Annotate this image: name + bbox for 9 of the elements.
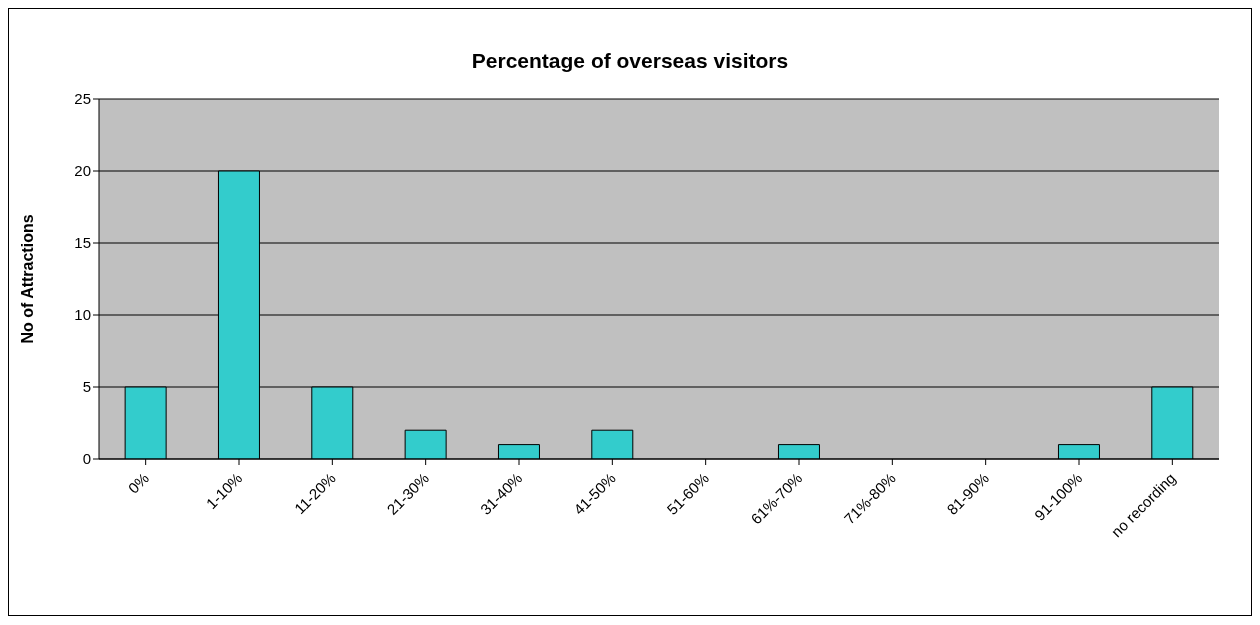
chart-title: Percentage of overseas visitors <box>470 48 790 74</box>
y-axis-title: No of Attractions <box>18 214 36 344</box>
y-tick-label: 25 <box>74 90 91 108</box>
y-tick-label: 20 <box>74 162 91 180</box>
y-tick-label: 10 <box>74 306 91 324</box>
y-tick-label: 0 <box>82 450 91 468</box>
x-tick-label: 0% <box>124 469 153 497</box>
y-tick-label: 15 <box>74 234 91 252</box>
y-tick-label: 5 <box>82 378 91 396</box>
